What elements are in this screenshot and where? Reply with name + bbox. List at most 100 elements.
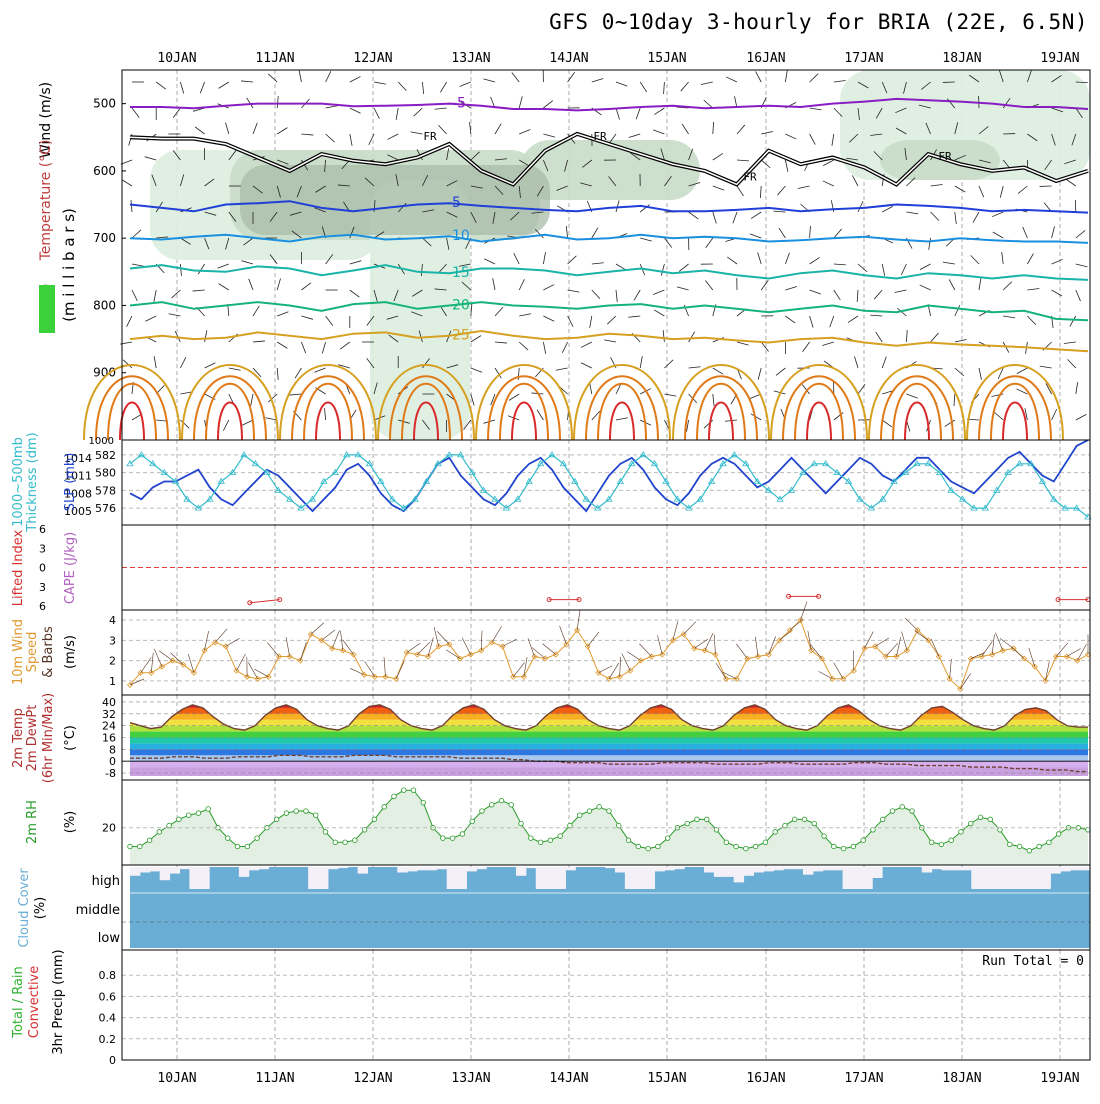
cloud-high-gap [823,867,833,870]
wind-barb [493,278,495,290]
wind-barb [495,307,503,316]
rh-legend-swatch [39,285,55,333]
wind-barb [785,160,787,172]
temp-band [122,743,1090,749]
wind-barb [616,200,619,212]
wind-barb [726,77,737,82]
wind-barb [325,408,326,420]
cloud-high-gap [1080,867,1090,870]
wind-barb [931,333,939,342]
wind10-barb [151,653,153,673]
wind-barb [1052,259,1063,264]
wind-barb [616,290,617,302]
rh2m-point [802,817,807,822]
wind-barb [713,153,723,160]
wind-barb [677,287,689,290]
cloud-high-gap [991,867,1001,889]
wind10-barb [560,626,567,644]
wind10-barb [755,637,758,657]
wind-barb [471,304,472,316]
wind-barb [301,134,313,135]
wind-barb [340,342,350,349]
warm-contour [96,376,168,440]
wind-barb [810,257,820,264]
temp-band [122,696,1090,702]
wind-barb [1040,366,1052,368]
wind-barb [374,82,386,84]
rh-area-dark [240,165,550,235]
wind-barb [751,212,761,219]
cloud-high-gap [724,867,734,877]
wind-barb [876,332,883,342]
wind10-barb [790,619,803,630]
wind-barb [733,212,737,223]
mb-tick-label: 800 [93,298,116,312]
wind-barb [713,368,723,374]
cloud-high-gap [942,867,952,870]
wind10-barb [311,623,324,634]
rh2m-point [1027,848,1032,853]
wind10-barb [896,637,900,656]
wind-barb [180,264,181,276]
wind10-barb [300,642,306,661]
li-tick: 3 [39,542,46,555]
wind-barb [127,316,132,327]
wind-barb [785,134,796,139]
wind-barb [761,280,768,290]
rh2m-point [392,794,397,799]
cloud-high-gap [536,867,546,889]
wind-barb [460,82,471,86]
rh2m-point [724,840,729,845]
wind-barb [737,186,744,196]
wind-barb [706,238,713,248]
wind-barb [750,234,761,238]
wind10-barb [995,633,1002,651]
rh2m-point [294,809,299,814]
wind-barb [640,238,652,241]
wind-barb [679,264,688,271]
wind-barb [994,412,1003,420]
rh2m-point [558,834,563,839]
cloud-high-gap [951,867,961,870]
date-label-top: 13JAN [451,51,490,66]
wind-barb [1076,414,1087,420]
wind-barb [931,212,939,221]
wind-barb [822,342,833,346]
wind10-barb [705,633,713,650]
wind-barb [568,316,573,327]
cloud-high-gap [179,867,189,869]
wind10-barb [657,635,662,654]
rh2m-point [528,836,533,841]
wind-barb [154,290,156,302]
wind-barb [1000,186,1003,198]
rh2m-point [353,838,358,843]
wind-barb [906,330,907,342]
warm-contour [881,376,953,440]
wind-barb [350,134,352,146]
rh2m-point [245,844,250,849]
warm-contour [795,384,843,440]
wind-unit-label: (m/s) [63,635,78,669]
cloud-high-gap [625,867,635,889]
warm-contour [783,376,855,440]
date-label-bottom: 19JAN [1040,1071,1079,1086]
wind-barb [704,420,713,428]
rh2m-point [499,798,504,803]
wind-barb [830,316,834,327]
rh2m-point [734,844,739,849]
wind-barb [537,410,543,420]
cloud-high-gap [170,867,180,874]
warm-contour [218,403,242,441]
wind-barb [198,264,204,274]
cloud-high-gap [932,867,942,869]
date-label-bottom: 14JAN [549,1071,588,1086]
wind-barb [543,134,555,137]
cape-label: CAPE (J/kg) [63,532,78,604]
wind-barb [895,290,907,292]
cloud-high-gap [1050,867,1060,874]
date-label-bottom: 18JAN [942,1071,981,1086]
wind10-barb [236,654,245,671]
date-label-top: 14JAN [549,51,588,66]
cloud-high-gap [130,867,140,876]
li-tick: 6 [39,600,46,613]
